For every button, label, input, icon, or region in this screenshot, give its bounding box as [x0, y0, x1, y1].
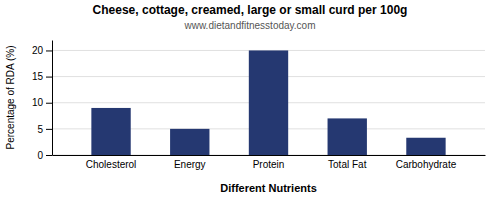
tick: Carbohydrate — [396, 159, 457, 170]
tick-label: 10 — [32, 97, 44, 108]
tick: Cholesterol — [86, 159, 137, 170]
plot: 0 5 10 15 20 Cholesterol Energy Protein Total Fa… — [32, 41, 486, 171]
tick: 20 — [32, 45, 52, 56]
y-axis-title: Percentage of RDA (%) — [5, 46, 16, 150]
tick-mark — [46, 129, 52, 130]
tick-label: Total Fat — [328, 159, 367, 170]
tick: Protein — [253, 159, 285, 170]
tick-label: Protein — [253, 159, 285, 170]
tick-label: Energy — [174, 159, 206, 170]
bar — [249, 50, 288, 155]
chart: Cheese, cottage, creamed, large or small… — [0, 0, 500, 200]
tick-mark — [46, 155, 52, 156]
tick-label: 15 — [32, 71, 44, 82]
x-axis: Cholesterol Energy Protein Total Fat Carbohy… — [53, 156, 486, 171]
tick-label: 5 — [37, 124, 43, 135]
tick: 15 — [32, 71, 52, 82]
subtitle: www.dietandfitnesstoday.com — [184, 20, 316, 31]
tick-mark — [46, 103, 52, 104]
tick-label: Cholesterol — [86, 159, 137, 170]
title: Cheese, cottage, creamed, large or small… — [93, 3, 408, 17]
bars — [91, 50, 445, 155]
tick: 0 — [37, 150, 52, 161]
tick-label: Carbohydrate — [396, 159, 457, 170]
x-axis-title: Different Nutrients — [220, 182, 317, 194]
tick: 5 — [37, 124, 52, 135]
tick: Total Fat — [328, 159, 367, 170]
axis-line — [52, 41, 53, 156]
tick-label: 20 — [32, 45, 44, 56]
tick-mark — [46, 77, 52, 78]
y-axis: 0 5 10 15 20 — [32, 41, 53, 161]
bar — [170, 129, 209, 155]
tick: 10 — [32, 97, 52, 108]
tick-mark — [46, 50, 52, 51]
grid — [52, 50, 485, 155]
bar — [328, 118, 367, 155]
bar — [91, 108, 130, 155]
tick: Energy — [174, 159, 206, 170]
tick-label: 0 — [37, 150, 43, 161]
axis-line — [53, 155, 486, 156]
bar — [406, 138, 445, 155]
